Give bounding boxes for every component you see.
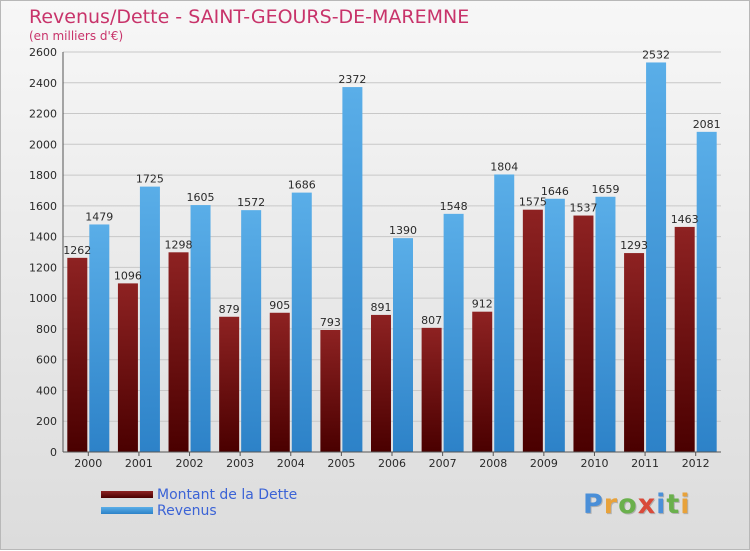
data-label-revenue: 2532 (642, 48, 670, 61)
bar-revenue (646, 62, 667, 452)
bar-debt (371, 314, 391, 452)
bar-debt (421, 327, 442, 452)
chart-subtitle: (en milliers d'€) (29, 29, 124, 43)
bar-debt (624, 253, 645, 452)
bar-revenue (595, 196, 616, 452)
legend-swatch-revenue (101, 507, 153, 514)
bar-debt (674, 226, 695, 452)
x-tick-label: 2005 (327, 457, 355, 470)
data-label-debt: 1463 (671, 213, 699, 226)
data-label-debt: 891 (371, 301, 392, 314)
logo-letter: x (637, 489, 657, 520)
data-label-debt: 807 (421, 314, 442, 327)
bar-revenue (190, 205, 211, 452)
bar-revenue (342, 87, 363, 453)
data-label-revenue: 1572 (237, 196, 265, 209)
bar-debt (573, 215, 594, 452)
x-tick-label: 2004 (277, 457, 305, 470)
labels-layer: 1262 1479 1096 1725 1298 1605 879 1572 905 1686 79… (63, 48, 720, 329)
data-label-debt: 1262 (63, 244, 91, 257)
y-tick-label: 1600 (29, 200, 57, 213)
bar-revenue (696, 131, 717, 452)
proxiti-logo: Proxiti (583, 489, 691, 520)
x-tick-label: 2011 (631, 457, 659, 470)
y-tick-label: 2600 (29, 46, 57, 59)
x-tick-label: 2002 (176, 457, 204, 470)
chart-title: Revenus/Dette - SAINT-GEOURS-DE-MAREMNE (29, 6, 470, 28)
bar-revenue (291, 192, 312, 452)
y-tick-label: 2400 (29, 77, 57, 90)
logo-letter: i (680, 489, 691, 520)
bar-revenue (393, 238, 413, 452)
x-tick-label: 2007 (429, 457, 457, 470)
bar-revenue (443, 213, 464, 452)
bar-debt (269, 312, 290, 452)
logo-letter: i (656, 489, 667, 520)
data-label-revenue: 2081 (693, 118, 721, 131)
x-tick-label: 2003 (226, 457, 254, 470)
bar-revenue (89, 224, 110, 452)
y-tick-label: 1400 (29, 231, 57, 244)
y-tick-label: 1000 (29, 292, 57, 305)
x-tick-label: 2000 (74, 457, 102, 470)
axis-layer: 0 200 400 600 800 1000 1200 1400 1600 1800 2000 220… (29, 46, 721, 470)
y-tick-label: 1200 (29, 261, 57, 274)
bar-revenue (241, 210, 262, 452)
bar-debt (168, 252, 189, 452)
data-label-debt: 905 (269, 299, 290, 312)
bar-debt (219, 316, 240, 452)
x-tick-label: 2006 (378, 457, 406, 470)
bar-debt (67, 257, 88, 452)
y-tick-label: 0 (50, 446, 57, 459)
y-tick-label: 800 (36, 323, 57, 336)
x-tick-label: 2010 (580, 457, 608, 470)
data-label-revenue: 1390 (389, 224, 417, 237)
y-tick-label: 2200 (29, 108, 57, 121)
logo-letter: P (583, 489, 604, 520)
x-tick-label: 2008 (479, 457, 507, 470)
bar-revenue (544, 198, 565, 452)
data-label-revenue: 2372 (338, 73, 366, 86)
y-tick-label: 600 (36, 354, 57, 367)
y-tick-label: 200 (36, 415, 57, 428)
data-label-debt: 879 (219, 303, 240, 316)
data-label-debt: 1537 (569, 202, 597, 215)
x-tick-label: 2012 (682, 457, 710, 470)
bar-debt (472, 311, 493, 452)
data-label-revenue: 1804 (490, 160, 518, 173)
y-tick-label: 1800 (29, 169, 57, 182)
legend-label-revenue: Revenus (157, 503, 217, 519)
bar-debt (522, 209, 543, 452)
data-label-debt: 793 (320, 316, 341, 329)
bar-debt (320, 330, 341, 452)
logo-letter: o (618, 489, 638, 520)
logo-letter: r (603, 489, 619, 520)
data-label-revenue: 1686 (288, 179, 316, 192)
legend-label-debt: Montant de la Dette (157, 487, 298, 503)
data-label-revenue: 1646 (541, 185, 569, 198)
data-label-revenue: 1659 (591, 183, 619, 196)
y-tick-label: 400 (36, 384, 57, 397)
data-label-revenue: 1605 (187, 191, 215, 204)
x-tick-label: 2001 (125, 457, 153, 470)
data-label-revenue: 1725 (136, 173, 164, 186)
data-label-revenue: 1548 (440, 200, 468, 213)
bar-revenue (494, 174, 515, 452)
bar-revenue (139, 186, 160, 452)
y-tick-label: 2000 (29, 138, 57, 151)
data-label-debt: 1293 (620, 239, 648, 252)
legend-swatch-debt (101, 491, 153, 498)
bars-layer (67, 62, 717, 453)
x-tick-label: 2009 (530, 457, 558, 470)
data-label-debt: 1096 (114, 269, 142, 282)
data-label-debt: 1298 (165, 238, 193, 251)
data-label-debt: 912 (472, 298, 493, 311)
data-label-debt: 1575 (519, 196, 547, 209)
data-label-revenue: 1479 (85, 210, 113, 223)
bar-debt (117, 283, 138, 452)
logo-letter: t (666, 489, 681, 520)
